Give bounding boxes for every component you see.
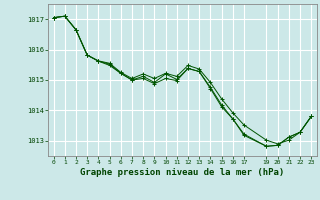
X-axis label: Graphe pression niveau de la mer (hPa): Graphe pression niveau de la mer (hPa) bbox=[80, 168, 284, 177]
